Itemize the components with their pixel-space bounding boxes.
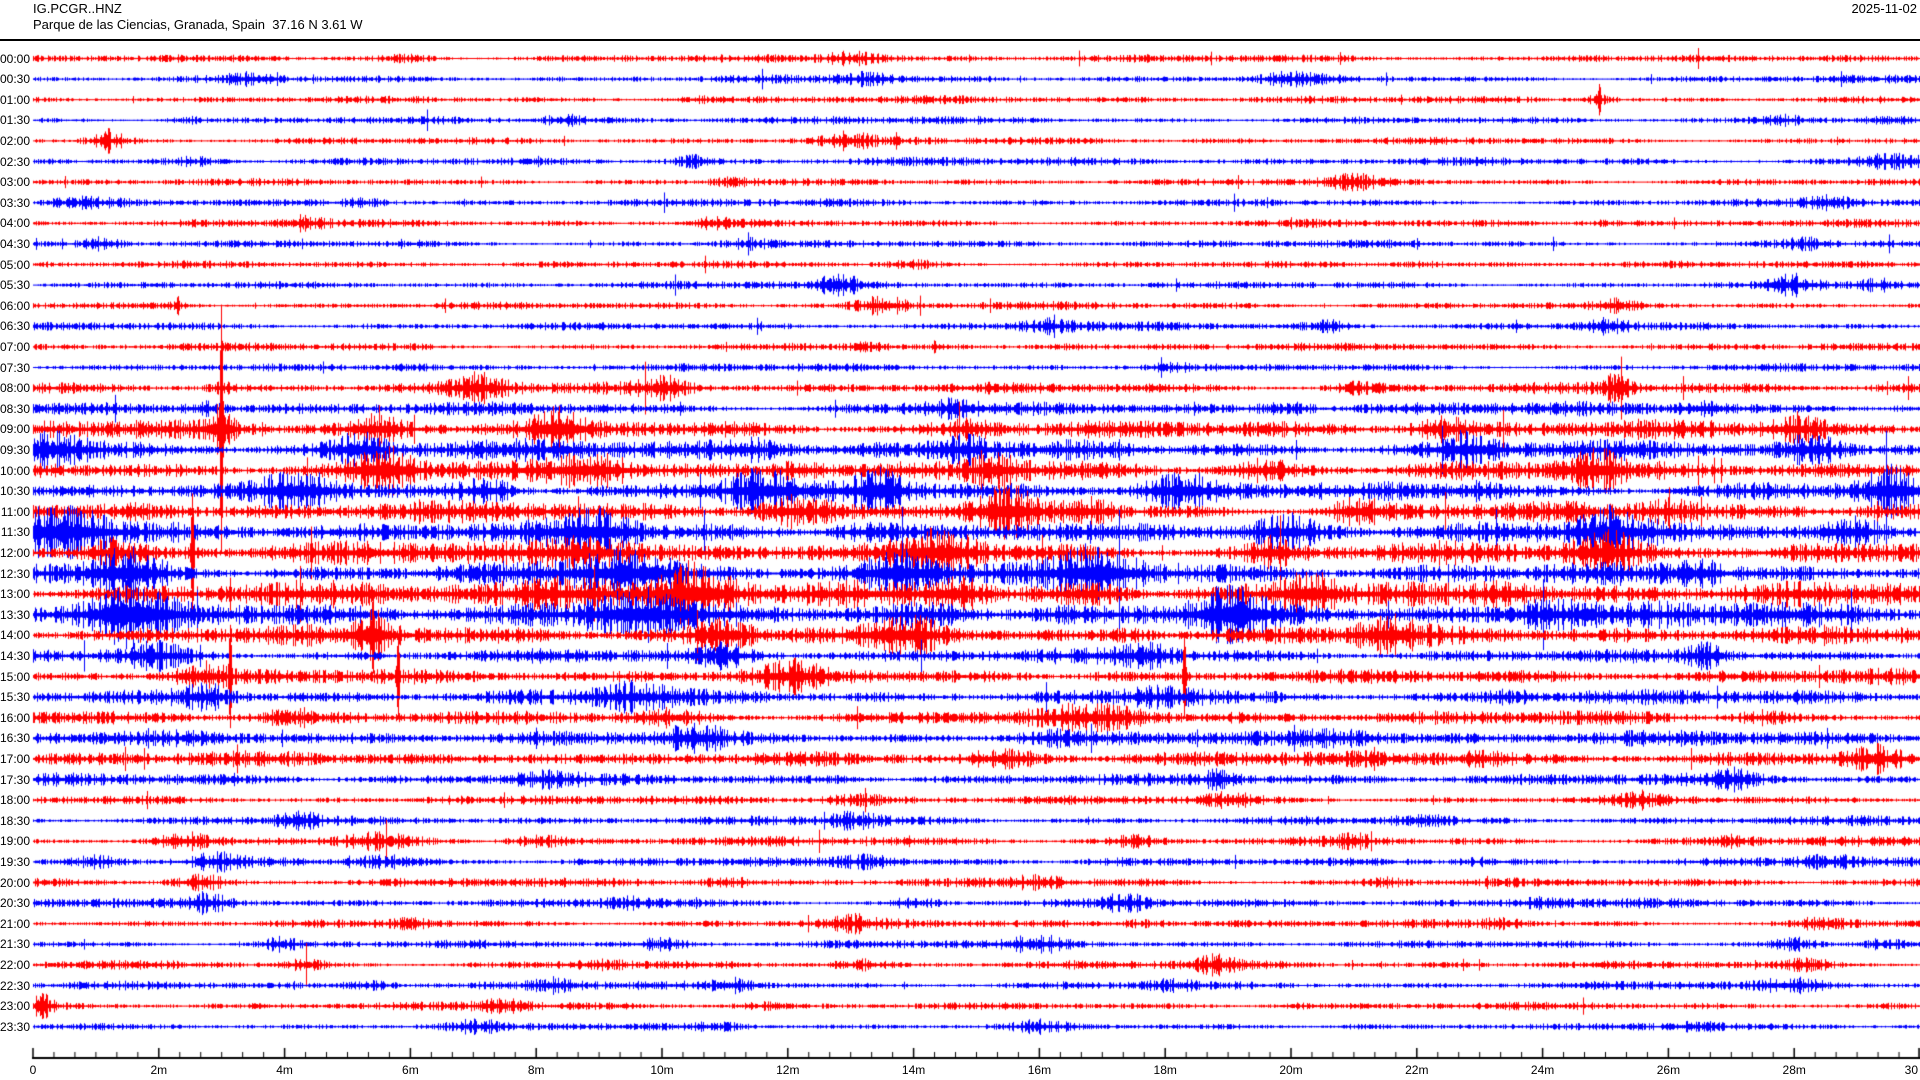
station-location: Parque de las Ciencias, Granada, Spain 3… [33,17,363,32]
date-label: 2025-11-02 [1851,1,1917,16]
header: IG.PCGR..HNZ Parque de las Ciencias, Gra… [33,1,363,33]
header-divider [0,39,1920,41]
station-code: IG.PCGR..HNZ [33,1,122,16]
